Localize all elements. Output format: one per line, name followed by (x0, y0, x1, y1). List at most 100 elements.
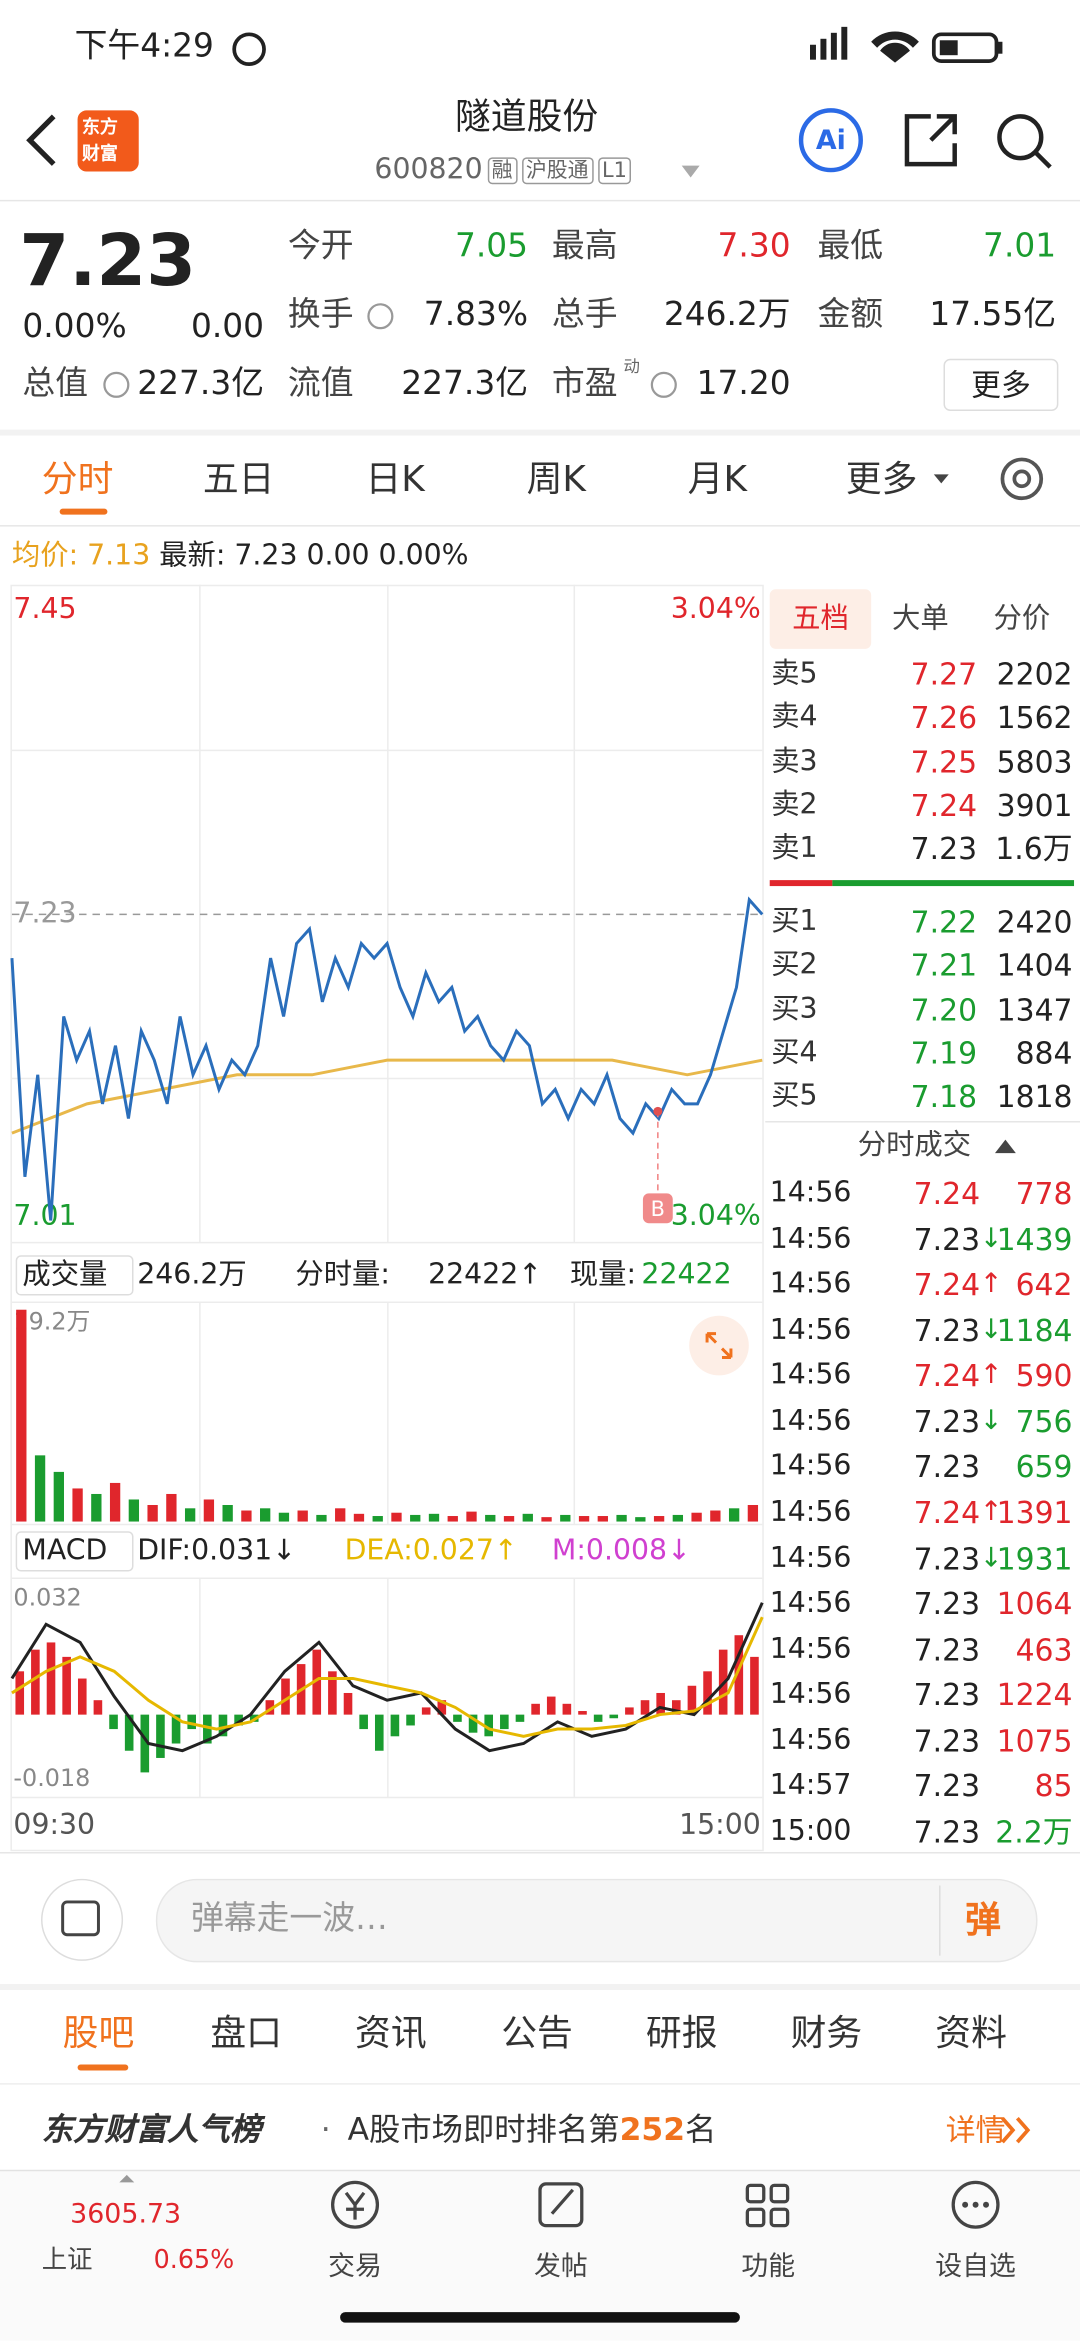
trade-time: 14:56 (769, 1677, 852, 1711)
period-tab[interactable]: 分时 (41, 457, 114, 500)
macd-bar (343, 1692, 353, 1715)
volume-label: 成交量 (22, 1258, 108, 1292)
trade-time: 14:56 (769, 1221, 852, 1255)
reference-label: 7.23 (13, 896, 76, 929)
dropdown-icon (933, 474, 949, 484)
status-time: 下午4:29 (74, 28, 214, 66)
logo-text: 东方 (82, 116, 118, 138)
volume-bar (410, 1514, 421, 1522)
index-value[interactable]: 3605.73 (70, 2198, 182, 2231)
nav-item[interactable]: 功能 (741, 2250, 796, 2283)
comment-input[interactable] (155, 1878, 1038, 1963)
volume-bar (597, 1516, 608, 1522)
nav-item[interactable]: 设自选 (935, 2250, 1016, 2283)
index-name: 上证 (41, 2245, 93, 2276)
book-volume: 2420 (996, 903, 1073, 940)
volume-bar (503, 1516, 515, 1522)
share-button[interactable] (904, 114, 957, 167)
ranking-link[interactable]: 详情 (945, 2112, 1006, 2149)
period-tab[interactable]: 日K (365, 457, 425, 500)
dif-value: DIF:0.031↓ (137, 1534, 296, 1568)
section-tab[interactable]: 盘口 (210, 2012, 282, 2055)
sort-icon (994, 1139, 1016, 1154)
section-tab[interactable]: 股吧 (62, 2012, 135, 2055)
book-price: 7.26 (910, 700, 978, 736)
volume-bar (691, 1512, 702, 1522)
period-tab[interactable]: 更多 (845, 457, 918, 500)
field-label: 流值 (287, 365, 354, 403)
macd-bar (374, 1714, 384, 1751)
section-tab[interactable]: 公告 (501, 2012, 573, 2055)
danmu-toggle[interactable] (41, 1878, 124, 1961)
trade-volume: 1931 (996, 1540, 1073, 1577)
period-tab[interactable]: 周K (526, 457, 586, 500)
danmu-button[interactable]: 弹 (965, 1898, 1001, 1941)
book-tab[interactable]: 五档 (792, 601, 849, 635)
expand-button[interactable] (689, 1315, 749, 1376)
back-button[interactable] (26, 114, 56, 166)
sell-bar (769, 880, 833, 887)
macd-bar (671, 1700, 681, 1715)
trade-marker-box (642, 1193, 673, 1224)
settings-button[interactable] (1000, 457, 1044, 501)
ai-button[interactable] (798, 108, 863, 173)
expand-icon (705, 1332, 733, 1359)
more-button[interactable] (943, 358, 1059, 411)
book-price: 7.24 (910, 787, 978, 824)
macd-bar (515, 1714, 525, 1722)
stock-title: 隧道股份 (454, 95, 599, 138)
latest-pct: 0.00% (378, 539, 469, 573)
indicator-selector[interactable] (15, 1531, 134, 1572)
macd-bar (15, 1671, 25, 1715)
y2-tick-label: -3.04% (661, 1199, 761, 1232)
book-label: 买5 (771, 1079, 818, 1113)
trade-volume: 85 (1034, 1768, 1073, 1805)
book-price: 7.21 (910, 947, 978, 984)
book-volume: 1347 (996, 991, 1073, 1028)
volume-bar (16, 1309, 27, 1522)
nav-item[interactable]: 交易 (328, 2250, 382, 2283)
trade-arrow: ↓ (980, 1404, 1003, 1437)
macd-bar (156, 1714, 165, 1758)
search-button[interactable] (997, 114, 1044, 161)
volume-bar (522, 1513, 533, 1522)
volume-bar (316, 1514, 327, 1522)
book-volume: 884 (1015, 1035, 1073, 1071)
dea-line (11, 1616, 764, 1738)
book-volume: 1818 (996, 1078, 1073, 1115)
trade-time: 14:56 (769, 1404, 852, 1438)
field-value: 7.30 (717, 228, 791, 266)
book-volume: 5803 (996, 743, 1073, 780)
macd-bar (31, 1649, 40, 1715)
field-label: 总值 (22, 365, 89, 403)
period-tab[interactable]: 月K (687, 457, 747, 500)
stock-tag: L1 (597, 156, 632, 184)
volume-bar (672, 1514, 684, 1522)
volume-bar (91, 1493, 102, 1522)
ranking-suffix: 名 (685, 2111, 717, 2148)
section-tab[interactable]: 资讯 (355, 2012, 427, 2055)
trade-price: 7.23 (913, 1312, 981, 1349)
book-tab[interactable]: 大单 (892, 601, 949, 635)
volume-bar (335, 1508, 346, 1522)
volume-bar (578, 1516, 590, 1522)
more-label[interactable]: 更多 (971, 366, 1031, 403)
trade-arrow: ↑ (980, 1496, 1003, 1528)
period-tab[interactable]: 五日 (202, 457, 275, 500)
volume-bar (428, 1513, 440, 1522)
index-change: 0.65% (153, 2245, 235, 2276)
dea-value: DEA:0.027↑ (344, 1534, 518, 1568)
nav-item[interactable]: 发帖 (534, 2250, 588, 2283)
macd-bar (46, 1642, 56, 1715)
book-label: 买1 (771, 904, 818, 938)
section-tab[interactable]: 研报 (645, 2012, 718, 2055)
section-tab[interactable]: 财务 (790, 2012, 863, 2055)
trade-price: 7.23 (913, 1540, 981, 1577)
field-value: 7.05 (454, 228, 529, 266)
app-logo (77, 110, 139, 172)
book-tab[interactable]: 分价 (993, 601, 1051, 635)
section-tab[interactable]: 资料 (935, 2012, 1007, 2055)
volume-selector[interactable] (15, 1255, 134, 1296)
tab-highlight (769, 589, 872, 649)
